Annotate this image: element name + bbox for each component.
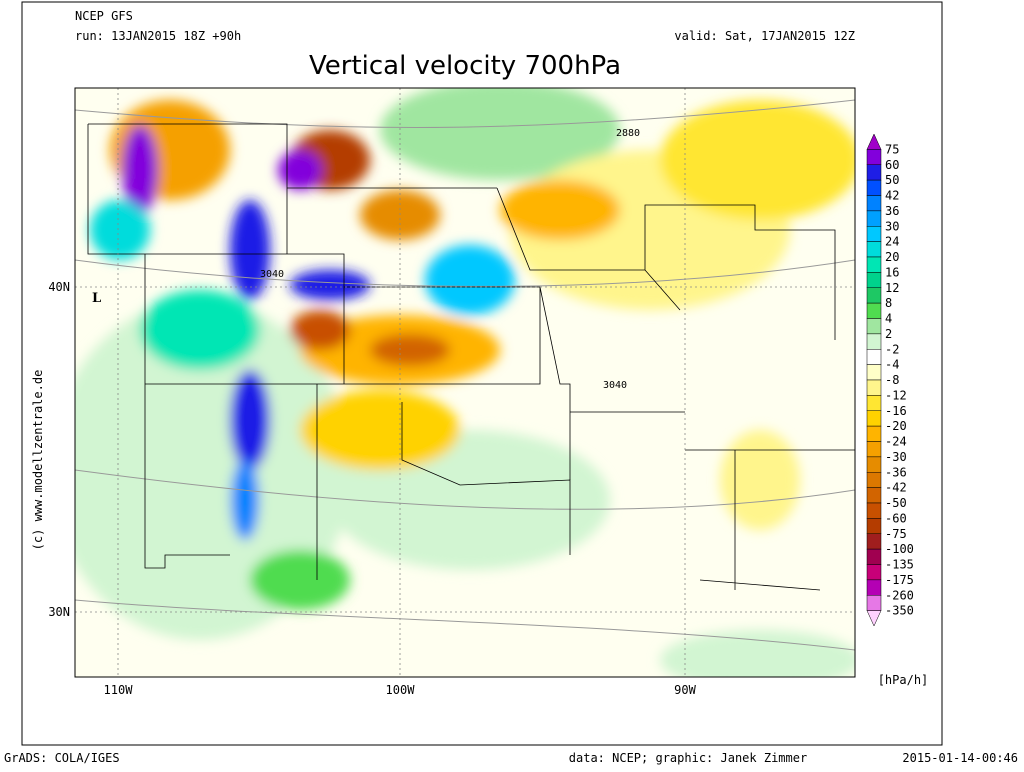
valid-info: valid: Sat, 17JAN2015 12Z bbox=[674, 29, 855, 43]
legend-swatch bbox=[866, 595, 882, 611]
legend-label: -4 bbox=[885, 358, 899, 372]
legend-swatch bbox=[866, 610, 882, 627]
legend-label: -260 bbox=[885, 588, 914, 602]
legend-swatch bbox=[866, 164, 882, 181]
legend-swatch bbox=[866, 256, 882, 273]
legend-swatch bbox=[866, 179, 882, 196]
legend-label: -16 bbox=[885, 404, 907, 418]
legend-label: -2 bbox=[885, 342, 899, 356]
legend-label: -20 bbox=[885, 419, 907, 433]
legend-swatch bbox=[866, 195, 882, 212]
legend-label: 24 bbox=[885, 235, 899, 249]
frame bbox=[21, 1, 943, 746]
legend-label: 12 bbox=[885, 281, 899, 295]
map-title: Vertical velocity 700hPa bbox=[309, 51, 621, 81]
legend-label: -135 bbox=[885, 558, 914, 572]
legend-swatch bbox=[866, 579, 882, 596]
legend-swatch bbox=[866, 518, 882, 534]
legend-swatch bbox=[866, 487, 882, 504]
legend-label: -50 bbox=[885, 496, 907, 510]
legend-label: -75 bbox=[885, 527, 907, 541]
map-border bbox=[74, 87, 856, 678]
legend-swatch bbox=[866, 302, 882, 319]
legend-label: -36 bbox=[885, 465, 907, 479]
legend-label: 42 bbox=[885, 189, 899, 203]
legend-unit: [hPa/h] bbox=[878, 673, 929, 687]
legend-swatch bbox=[866, 272, 882, 288]
contour-label: 2880 bbox=[616, 128, 640, 139]
lon-label: 100W bbox=[386, 683, 416, 697]
legend-swatch bbox=[866, 425, 882, 442]
legend-swatch bbox=[866, 456, 882, 473]
contour-label: 3040 bbox=[603, 380, 627, 391]
legend: 75605042363024201612842-2-4-8-12-16-20-2… bbox=[866, 133, 914, 627]
legend-swatch bbox=[866, 410, 882, 427]
legend-label: -42 bbox=[885, 481, 907, 495]
credit: (c) www.modellzentrale.de bbox=[31, 370, 45, 551]
legend-swatch bbox=[866, 149, 882, 165]
legend-label: 30 bbox=[885, 219, 899, 233]
legend-swatch bbox=[866, 472, 882, 488]
legend-label: 36 bbox=[885, 204, 899, 218]
legend-label: -175 bbox=[885, 573, 914, 587]
legend-swatch bbox=[866, 533, 882, 550]
legend-swatch bbox=[866, 333, 882, 350]
legend-label: 50 bbox=[885, 173, 899, 187]
lat-label: 30N bbox=[48, 605, 70, 619]
legend-label: -30 bbox=[885, 450, 907, 464]
run-info: run: 13JAN2015 18Z +90h bbox=[75, 29, 241, 43]
contour-label: 3040 bbox=[260, 269, 284, 280]
legend-label: -350 bbox=[885, 604, 914, 618]
legend-label: -24 bbox=[885, 435, 907, 449]
legend-label: -60 bbox=[885, 511, 907, 525]
lon-label: 90W bbox=[674, 683, 696, 697]
low-marker: L bbox=[92, 291, 101, 306]
legend-swatch bbox=[866, 226, 882, 242]
legend-swatch bbox=[866, 318, 882, 335]
legend-swatch bbox=[866, 502, 882, 519]
footer-center: data: NCEP; graphic: Janek Zimmer bbox=[569, 751, 807, 765]
legend-swatch bbox=[866, 548, 882, 565]
legend-label: -12 bbox=[885, 388, 907, 402]
legend-label: 20 bbox=[885, 250, 899, 264]
legend-swatch bbox=[866, 564, 882, 581]
legend-label: -100 bbox=[885, 542, 914, 556]
model-name: NCEP GFS bbox=[75, 9, 133, 23]
legend-label: 8 bbox=[885, 296, 892, 310]
legend-label: 4 bbox=[885, 312, 892, 326]
legend-swatch bbox=[866, 287, 882, 304]
legend-label: 16 bbox=[885, 265, 899, 279]
lat-label: 40N bbox=[48, 280, 70, 294]
legend-label: 2 bbox=[885, 327, 892, 341]
map-field: 2880 3040 3040 L bbox=[75, 88, 855, 677]
legend-swatch bbox=[866, 349, 882, 365]
legend-swatch bbox=[866, 364, 882, 381]
legend-swatch bbox=[866, 210, 882, 227]
legend-swatch bbox=[866, 395, 882, 411]
legend-label: -8 bbox=[885, 373, 899, 387]
legend-label: 75 bbox=[885, 142, 899, 156]
legend-label: 60 bbox=[885, 158, 899, 172]
legend-swatch bbox=[866, 441, 882, 458]
footer-left: GrADS: COLA/IGES bbox=[4, 751, 120, 765]
lon-label: 110W bbox=[104, 683, 134, 697]
legend-swatch bbox=[866, 379, 882, 396]
legend-swatch bbox=[866, 133, 882, 150]
legend-swatch bbox=[866, 241, 882, 258]
footer-right: 2015-01-14-00:46 bbox=[902, 751, 1018, 765]
